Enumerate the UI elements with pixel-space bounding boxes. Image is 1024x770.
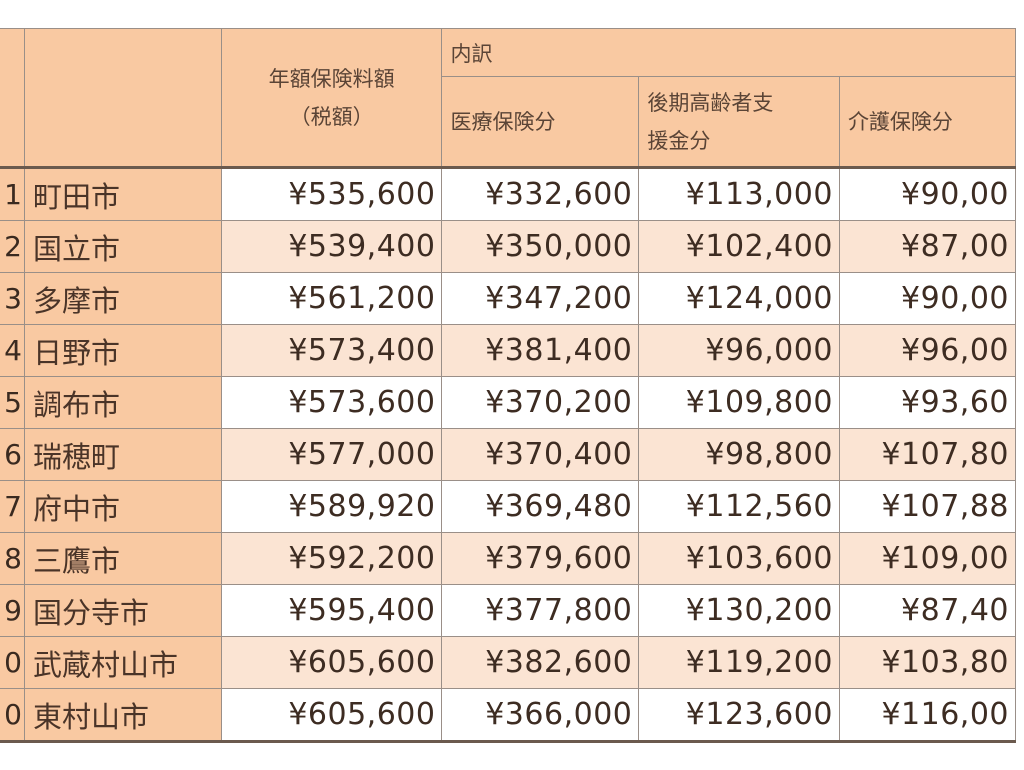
rank-cell: 7 bbox=[0, 480, 25, 533]
city-cell: 国立市 bbox=[23, 220, 222, 273]
elderly-support-cell: ¥102,400 bbox=[638, 220, 840, 273]
care-premium-cell: ¥87,00 bbox=[838, 220, 1017, 273]
total-premium-cell: ¥573,400 bbox=[220, 324, 443, 377]
elderly-support-cell: ¥130,200 bbox=[638, 584, 840, 637]
care-premium-cell: ¥109,00 bbox=[838, 532, 1017, 585]
city-cell: 府中市 bbox=[23, 480, 222, 533]
elderly-support-cell: ¥123,600 bbox=[638, 688, 840, 743]
header-care: 介護保険分 bbox=[838, 76, 1017, 168]
city-cell: 東村山市 bbox=[23, 688, 222, 743]
city-cell: 三鷹市 bbox=[23, 532, 222, 585]
header-elderly-line2: 援金分 bbox=[647, 128, 711, 153]
care-premium-cell: ¥107,88 bbox=[838, 480, 1017, 533]
header-elderly-line1: 後期高齢者支 bbox=[647, 90, 774, 115]
rank-cell: 1 bbox=[0, 167, 25, 221]
city-cell: 日野市 bbox=[23, 324, 222, 377]
table-row: 9 国分寺市 ¥595,400 ¥377,800 ¥130,200 ¥87,40 bbox=[0, 584, 1017, 637]
medical-premium-cell: ¥370,200 bbox=[441, 376, 640, 429]
table-row: 6 瑞穂町 ¥577,000 ¥370,400 ¥98,800 ¥107,80 bbox=[0, 428, 1017, 481]
table-row: 5 調布市 ¥573,600 ¥370,200 ¥109,800 ¥93,60 bbox=[0, 376, 1017, 429]
header-total: 年額保険料額 （税額） bbox=[220, 28, 443, 168]
city-cell: 多摩市 bbox=[23, 272, 222, 325]
total-premium-cell: ¥539,400 bbox=[220, 220, 443, 273]
medical-premium-cell: ¥377,800 bbox=[441, 584, 640, 637]
table-row: 2 国立市 ¥539,400 ¥350,000 ¥102,400 ¥87,00 bbox=[0, 220, 1017, 273]
care-premium-cell: ¥103,80 bbox=[838, 636, 1017, 689]
rank-cell: 0 bbox=[0, 688, 25, 743]
rank-cell: 4 bbox=[0, 324, 25, 377]
total-premium-cell: ¥595,400 bbox=[220, 584, 443, 637]
table-row: 0 武蔵村山市 ¥605,600 ¥382,600 ¥119,200 ¥103,80 bbox=[0, 636, 1017, 689]
rank-cell: 2 bbox=[0, 220, 25, 273]
total-premium-cell: ¥577,000 bbox=[220, 428, 443, 481]
table-row: 8 三鷹市 ¥592,200 ¥379,600 ¥103,600 ¥109,00 bbox=[0, 532, 1017, 585]
elderly-support-cell: ¥124,000 bbox=[638, 272, 840, 325]
header-breakdown: 内訳 bbox=[441, 28, 1016, 77]
total-premium-cell: ¥592,200 bbox=[220, 532, 443, 585]
table-row: 1 町田市 ¥535,600 ¥332,600 ¥113,000 ¥90,00 bbox=[0, 167, 1017, 221]
medical-premium-cell: ¥347,200 bbox=[441, 272, 640, 325]
city-cell: 調布市 bbox=[23, 376, 222, 429]
city-cell: 瑞穂町 bbox=[23, 428, 222, 481]
rank-cell: 0 bbox=[0, 636, 25, 689]
total-premium-cell: ¥561,200 bbox=[220, 272, 443, 325]
table-row: 0 東村山市 ¥605,600 ¥366,000 ¥123,600 ¥116,00 bbox=[0, 688, 1017, 743]
medical-premium-cell: ¥382,600 bbox=[441, 636, 640, 689]
care-premium-cell: ¥107,80 bbox=[838, 428, 1017, 481]
medical-premium-cell: ¥369,480 bbox=[441, 480, 640, 533]
table-row: 4 日野市 ¥573,400 ¥381,400 ¥96,000 ¥96,00 bbox=[0, 324, 1017, 377]
elderly-support-cell: ¥109,800 bbox=[638, 376, 840, 429]
table-header: 年額保険料額 （税額） 内訳 医療保険分 後期高齢者支 援金分 介護保険分 bbox=[0, 28, 1017, 168]
total-premium-cell: ¥573,600 bbox=[220, 376, 443, 429]
total-premium-cell: ¥605,600 bbox=[220, 688, 443, 743]
medical-premium-cell: ¥379,600 bbox=[441, 532, 640, 585]
elderly-support-cell: ¥113,000 bbox=[638, 167, 840, 221]
care-premium-cell: ¥87,40 bbox=[838, 584, 1017, 637]
city-cell: 国分寺市 bbox=[23, 584, 222, 637]
total-premium-cell: ¥535,600 bbox=[220, 167, 443, 221]
rank-cell: 5 bbox=[0, 376, 25, 429]
table-body: 1 町田市 ¥535,600 ¥332,600 ¥113,000 ¥90,00 2 国立市 ¥5… bbox=[0, 167, 1017, 743]
total-premium-cell: ¥589,920 bbox=[220, 480, 443, 533]
care-premium-cell: ¥93,60 bbox=[838, 376, 1017, 429]
medical-premium-cell: ¥332,600 bbox=[441, 167, 640, 221]
header-elderly: 後期高齢者支 援金分 bbox=[638, 76, 840, 168]
rank-cell: 3 bbox=[0, 272, 25, 325]
rank-cell: 8 bbox=[0, 532, 25, 585]
city-cell: 町田市 bbox=[23, 167, 222, 221]
table-row: 7 府中市 ¥589,920 ¥369,480 ¥112,560 ¥107,88 bbox=[0, 480, 1017, 533]
elderly-support-cell: ¥98,800 bbox=[638, 428, 840, 481]
rank-cell: 9 bbox=[0, 584, 25, 637]
care-premium-cell: ¥96,00 bbox=[838, 324, 1017, 377]
table-row: 3 多摩市 ¥561,200 ¥347,200 ¥124,000 ¥90,00 bbox=[0, 272, 1017, 325]
medical-premium-cell: ¥381,400 bbox=[441, 324, 640, 377]
medical-premium-cell: ¥370,400 bbox=[441, 428, 640, 481]
header-city bbox=[23, 28, 222, 168]
elderly-support-cell: ¥112,560 bbox=[638, 480, 840, 533]
header-rank bbox=[0, 28, 25, 168]
elderly-support-cell: ¥103,600 bbox=[638, 532, 840, 585]
elderly-support-cell: ¥119,200 bbox=[638, 636, 840, 689]
care-premium-cell: ¥90,00 bbox=[838, 167, 1017, 221]
medical-premium-cell: ¥366,000 bbox=[441, 688, 640, 743]
header-total-line2: （税額） bbox=[289, 104, 374, 129]
elderly-support-cell: ¥96,000 bbox=[638, 324, 840, 377]
header-total-line1: 年額保険料額 bbox=[268, 66, 395, 91]
total-premium-cell: ¥605,600 bbox=[220, 636, 443, 689]
rank-cell: 6 bbox=[0, 428, 25, 481]
care-premium-cell: ¥116,00 bbox=[838, 688, 1017, 743]
medical-premium-cell: ¥350,000 bbox=[441, 220, 640, 273]
care-premium-cell: ¥90,00 bbox=[838, 272, 1017, 325]
city-cell: 武蔵村山市 bbox=[23, 636, 222, 689]
header-medical: 医療保険分 bbox=[441, 76, 640, 168]
